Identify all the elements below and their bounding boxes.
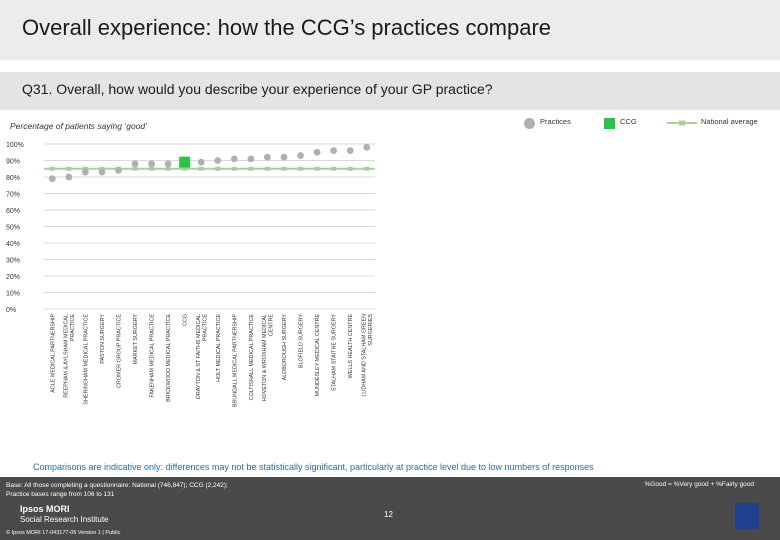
- practice-point: [115, 167, 122, 174]
- category-label: SHERINGHAM MEDICAL PRACTICE: [83, 314, 89, 405]
- practice-point: [65, 173, 73, 181]
- footer: [0, 477, 780, 540]
- practice-point: [346, 147, 354, 154]
- page-number: 12: [384, 510, 393, 519]
- national-average-marker: [264, 166, 270, 171]
- practice-point: [81, 168, 89, 176]
- legend-practices-label: Practices: [540, 117, 571, 126]
- y-tick-label: 20%: [6, 274, 20, 281]
- national-average-marker: [132, 166, 138, 171]
- category-label: ACLE MEDICAL PARTNERSHIP: [50, 314, 56, 393]
- practice-point: [197, 158, 205, 166]
- y-tick-label: 100%: [6, 142, 24, 149]
- page-title: Overall experience: how the CCG’s practi…: [22, 15, 552, 40]
- legend-national-marker: [667, 120, 697, 126]
- category-label: BLOFIELD SURGERY: [299, 314, 305, 369]
- logo-subtitle: Social Research Institute: [20, 515, 109, 524]
- practice-point: [230, 155, 238, 163]
- base-text: Base: All those completing a questionnai…: [6, 481, 228, 499]
- practice-point: [131, 160, 139, 168]
- footnote: Comparisons are indicative only: differe…: [33, 462, 594, 472]
- ipsos-logo-icon: [735, 503, 759, 529]
- national-average-marker: [314, 166, 320, 171]
- category-label: BRUNDALL MEDICAL PARTNERSHIP: [232, 314, 238, 408]
- national-average-marker: [165, 166, 171, 171]
- practice-point: [363, 143, 371, 151]
- question-text: Q31. Overall, how would you describe you…: [22, 81, 493, 97]
- y-tick-label: 50%: [6, 225, 20, 232]
- category-label: DRAYTON & ST FAITHS MEDICALPRACTICE: [196, 314, 209, 399]
- logo-title: Ipsos MORI: [20, 504, 70, 514]
- legend-ccg-marker: [604, 118, 615, 129]
- base-line-2: Practice bases range from 106 to 131: [6, 491, 115, 498]
- category-label: REEPHAM & AYLSHAM MEDICALPRACTICE: [64, 314, 77, 398]
- national-average-marker: [66, 166, 72, 171]
- practice-point: [297, 152, 304, 159]
- title-bar: [0, 0, 780, 60]
- legend-ccg-label: CCG: [620, 117, 637, 126]
- national-average-marker: [215, 166, 221, 171]
- practice-point: [247, 155, 255, 163]
- national-average-marker: [281, 166, 287, 171]
- chart-subtitle: Percentage of patients saying ‘good’: [10, 121, 148, 131]
- practice-point: [148, 160, 155, 168]
- legend-practices-marker: [524, 118, 535, 129]
- y-tick-label: 10%: [6, 291, 20, 298]
- category-label: COLTISHALL MEDICAL PRACTICE: [249, 314, 255, 401]
- base-line-1: Base: All those completing a questionnai…: [6, 482, 228, 489]
- category-label: FAKENHAM MEDICAL PRACTICE: [150, 314, 156, 398]
- national-average-marker: [231, 166, 237, 171]
- national-average-marker: [149, 166, 155, 171]
- question-bar: [0, 72, 780, 110]
- category-label: BRICKWOOD MEDICAL PRACTICE: [166, 314, 172, 402]
- category-label: LUDHAM AND STALHAM GREENSURGERIES: [361, 314, 374, 397]
- category-label: HOLT MEDICAL PRACTICE: [216, 314, 222, 382]
- practice-point: [48, 175, 56, 183]
- y-tick-label: 90%: [6, 159, 20, 166]
- good-definition: %Good = %Very good + %Fairly good: [644, 481, 754, 488]
- practice-point: [214, 157, 222, 164]
- y-tick-label: 60%: [6, 208, 20, 215]
- category-label: PASTON SURGERY: [100, 314, 106, 364]
- national-average-marker: [364, 166, 370, 171]
- category-label: STALHAM STAITHE SURGERY: [332, 314, 338, 391]
- national-average-marker: [298, 166, 304, 171]
- practice-point: [98, 168, 106, 176]
- y-tick-label: 70%: [6, 192, 20, 199]
- y-tick-label: 30%: [6, 258, 20, 265]
- y-tick-label: 0%: [6, 307, 16, 314]
- practice-point: [313, 148, 321, 156]
- national-average-marker: [49, 166, 55, 171]
- national-average-marker: [198, 166, 204, 171]
- practice-point: [164, 160, 172, 168]
- category-label: CCG: [183, 314, 189, 326]
- category-label: ALDBOROUGH SURGERY: [282, 314, 288, 381]
- y-tick-label: 40%: [6, 241, 20, 248]
- practice-point: [264, 153, 271, 161]
- national-average-marker: [182, 166, 188, 171]
- category-label: CROMER GROUP PRACTICE: [116, 314, 122, 388]
- legend-national-label: National average: [701, 117, 758, 126]
- copyright: © Ipsos MORI 17-043177-06 Version 1 | Pu…: [6, 530, 121, 536]
- y-tick-label: 80%: [6, 175, 20, 182]
- category-label: MUNDESLEY MEDICAL CENTRE: [315, 314, 321, 397]
- practice-point: [330, 147, 338, 154]
- ccg-point: [179, 156, 191, 168]
- category-label: WELLS HEALTH CENTRE: [348, 314, 354, 379]
- category-label: MARKET SURGERY: [133, 314, 139, 365]
- national-average-marker: [331, 166, 337, 171]
- category-label: HOVETON & WROXHAM MEDICALCENTRE: [262, 314, 275, 402]
- chart: 100% 90% 80% 70% 60% 50% 40% 30% 20% 10% 0% ACLE ME…: [6, 142, 375, 408]
- national-average-marker: [347, 166, 353, 171]
- national-average-marker: [248, 166, 254, 171]
- practice-point: [280, 153, 288, 161]
